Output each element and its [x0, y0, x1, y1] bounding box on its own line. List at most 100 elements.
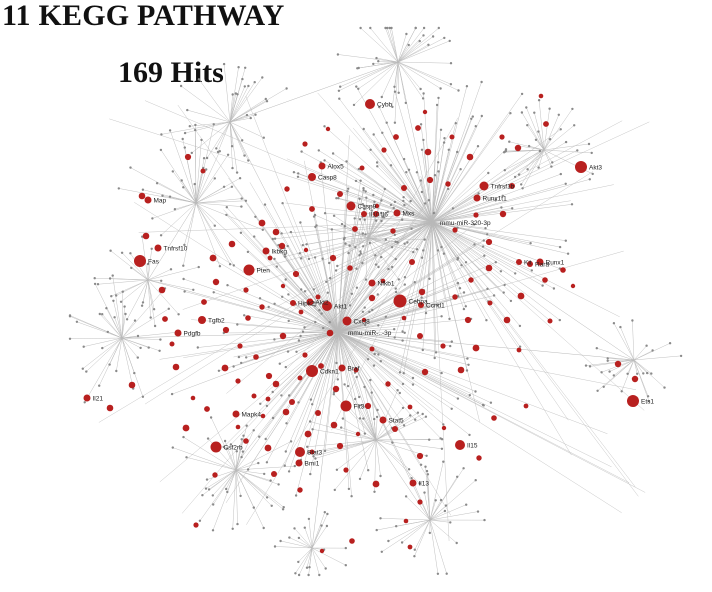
leaf-node [393, 85, 396, 89]
leaf-node [297, 560, 300, 564]
leaf-node [273, 237, 277, 240]
leaf-node [362, 245, 365, 248]
leaf-node [444, 504, 448, 507]
gene-node [142, 232, 150, 240]
leaf-node [571, 107, 574, 111]
leaf-node [369, 148, 372, 151]
gene-node [265, 372, 273, 380]
leaf-node [309, 398, 313, 401]
leaf-node [537, 99, 541, 102]
leaf-node [642, 372, 645, 375]
leaf-node [207, 488, 211, 491]
leaf-node [226, 284, 229, 287]
leaf-node [541, 284, 544, 287]
leaf-node [391, 441, 394, 444]
leaf-node [323, 159, 326, 162]
gene-node [325, 126, 331, 132]
leaf-node [169, 268, 173, 271]
leaf-node [415, 248, 419, 251]
leaf-node [273, 257, 276, 261]
leaf-node [241, 77, 244, 81]
leaf-node [336, 378, 339, 381]
leaf-node [411, 383, 415, 386]
leaf-node [434, 351, 438, 354]
leaf-node [350, 495, 353, 498]
leaf-node [548, 138, 552, 141]
gene-node [128, 381, 136, 389]
leaf-node [358, 395, 361, 399]
gene-node [172, 363, 180, 371]
leaf-node [159, 148, 163, 152]
leaf-node [415, 171, 419, 174]
leaf-node [211, 494, 214, 497]
leaf-node [389, 203, 393, 207]
leaf-node [410, 477, 413, 480]
gene-label-nfkb1: Nfkb1 [378, 281, 395, 288]
leaf-node [433, 174, 437, 177]
leaf-node [85, 370, 88, 373]
leaf-node [443, 509, 447, 513]
gene-node-mxs [393, 209, 401, 217]
leaf-node [407, 43, 410, 47]
leaf-node [170, 392, 174, 396]
leaf-node [258, 297, 262, 300]
leaf-node [358, 477, 362, 481]
gene-node [523, 403, 529, 409]
leaf-node [419, 87, 422, 91]
leaf-node [456, 475, 459, 478]
leaf-node [333, 488, 336, 492]
gene-node [309, 449, 315, 455]
leaf-node [465, 503, 468, 506]
leaf-node [194, 128, 197, 132]
leaf-node [183, 290, 186, 293]
leaf-node [265, 100, 269, 103]
gene-node-ets1 [627, 395, 639, 407]
leaf-node [403, 283, 406, 286]
leaf-node [405, 32, 408, 36]
gene-node-nfkb1 [368, 279, 376, 287]
leaf-node [232, 365, 235, 368]
leaf-node [362, 189, 365, 192]
leaf-node [455, 541, 458, 545]
leaf-node [414, 418, 417, 421]
gene-node [503, 316, 511, 324]
leaf-node [423, 238, 426, 241]
leaf-node [123, 305, 126, 308]
leaf-node [83, 401, 86, 404]
gene-node [264, 444, 272, 452]
leaf-node [339, 85, 342, 88]
gene-label-mapk4: Mapk4 [242, 412, 262, 419]
gene-node-ikbkg [262, 247, 270, 255]
leaf-node [155, 182, 159, 185]
leaf-node [359, 252, 362, 255]
leaf-node [646, 395, 650, 398]
gene-node [282, 408, 290, 416]
leaf-node [307, 451, 310, 454]
leaf-node [257, 461, 260, 465]
gene-node [393, 134, 399, 140]
leaf-node [173, 208, 177, 211]
leaf-node [504, 148, 508, 151]
leaf-node [391, 265, 394, 269]
leaf-node [467, 363, 470, 366]
leaf-node [393, 336, 396, 339]
leaf-node [362, 187, 365, 190]
leaf-node [468, 433, 471, 437]
leaf-node [462, 291, 466, 294]
leaf-node [314, 457, 317, 460]
leaf-node [193, 182, 196, 186]
leaf-node [182, 435, 185, 439]
leaf-node [294, 494, 298, 497]
gene-label-cdkn1: Cdkn1 [320, 369, 339, 376]
leaf-node [306, 445, 309, 448]
gene-node [401, 185, 407, 191]
leaf-node [311, 403, 314, 406]
leaf-node [402, 424, 406, 427]
leaf-node [552, 287, 556, 290]
leaf-node [564, 182, 567, 185]
leaf-node [347, 487, 351, 491]
leaf-node [404, 495, 408, 498]
gene-node [415, 125, 421, 131]
leaf-node [262, 136, 265, 139]
leaf-node [201, 494, 204, 497]
